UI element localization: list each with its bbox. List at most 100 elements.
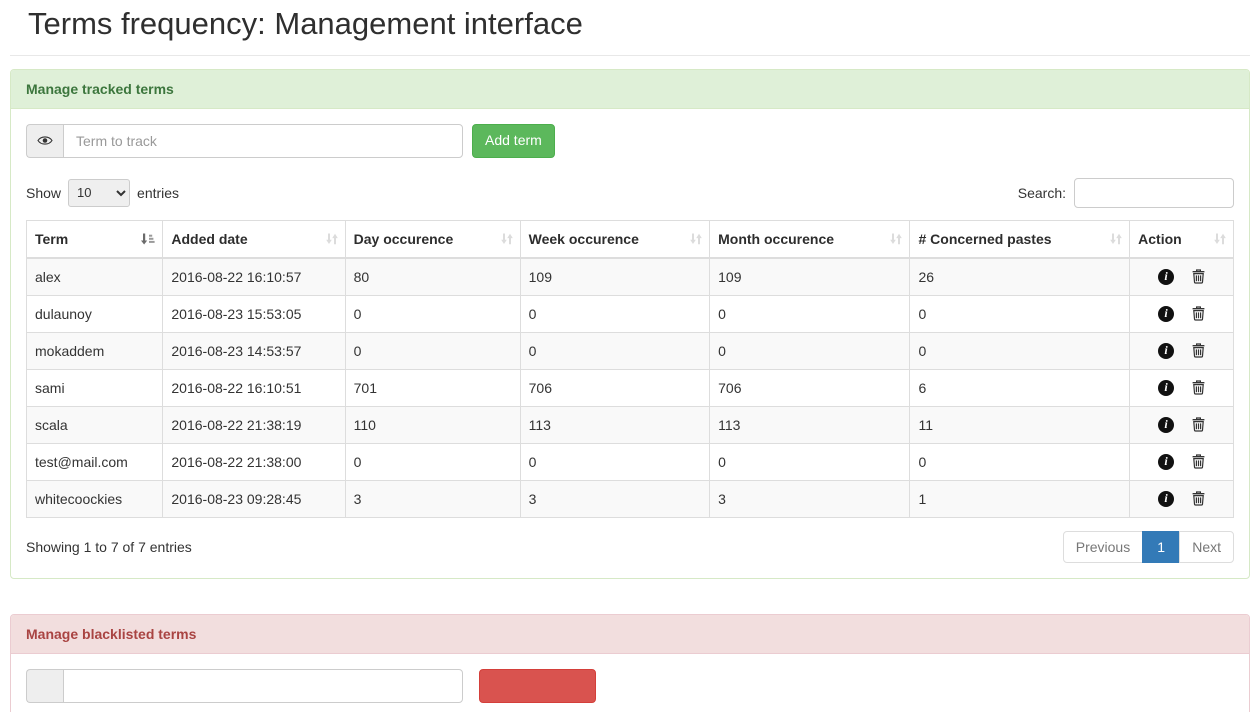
term-cell: alex xyxy=(25,257,164,296)
week-occurence-cell: 706 xyxy=(519,368,711,407)
action-cell xyxy=(1138,453,1225,470)
add-term-button[interactable]: Add term xyxy=(472,123,555,158)
month-occurence-cell: 3 xyxy=(709,479,911,518)
added-date-cell: 2016-08-22 21:38:00 xyxy=(162,442,346,481)
term-to-track-input[interactable] xyxy=(63,123,463,158)
search-label: Search: xyxy=(1017,184,1066,201)
action-cell xyxy=(1138,342,1225,359)
column-header-day-occurence[interactable]: Day occurence xyxy=(344,219,521,259)
column-header-added-date[interactable]: Added date xyxy=(162,219,346,259)
table-row: test@mail.com 2016-08-22 21:38:00 0 0 0 … xyxy=(25,442,1234,481)
concerned-pastes-cell: 1 xyxy=(909,479,1131,518)
table-search-input[interactable] xyxy=(1074,177,1234,208)
tracked-terms-panel: Manage tracked terms Add term Sho xyxy=(10,68,1250,579)
added-date-cell: 2016-08-23 14:53:57 xyxy=(162,331,346,370)
tracked-terms-table: Term Added date xyxy=(25,219,1234,518)
added-date-cell: 2016-08-23 15:53:05 xyxy=(162,294,346,333)
page-length-control: Show 10 entries xyxy=(26,178,179,207)
added-date-cell: 2016-08-23 09:28:45 xyxy=(162,479,346,518)
page-title: Terms frequency: Management interface xyxy=(28,6,583,41)
trash-icon[interactable] xyxy=(1192,454,1205,469)
add-term-row: Add term xyxy=(26,123,1234,158)
month-occurence-cell: 113 xyxy=(709,405,911,444)
week-occurence-cell: 0 xyxy=(519,331,711,370)
month-occurence-cell: 0 xyxy=(709,331,911,370)
action-cell xyxy=(1138,416,1225,433)
action-cell xyxy=(1138,379,1225,396)
column-header-month-occurence[interactable]: Month occurence xyxy=(709,219,911,259)
tracked-terms-panel-body: Add term Show 10 entries Search: xyxy=(11,108,1249,578)
concerned-pastes-cell: 6 xyxy=(909,368,1131,407)
term-cell: scala xyxy=(25,405,164,444)
column-header-term[interactable]: Term xyxy=(25,219,164,259)
day-occurence-cell: 110 xyxy=(344,405,521,444)
info-icon[interactable] xyxy=(1158,342,1175,359)
sort-both-icon xyxy=(325,232,338,245)
trash-icon[interactable] xyxy=(1192,343,1205,358)
action-cell xyxy=(1138,490,1225,507)
blacklisted-terms-panel-title: Manage blacklisted terms xyxy=(26,625,197,642)
table-footer-row: Showing 1 to 7 of 7 entries Previous 1 N… xyxy=(26,530,1234,563)
show-label: Show xyxy=(26,184,62,201)
search-control: Search: xyxy=(1017,177,1234,208)
concerned-pastes-cell: 26 xyxy=(909,257,1131,296)
term-cell: mokaddem xyxy=(25,331,164,370)
blacklist-icon-addon xyxy=(26,668,63,703)
concerned-pastes-cell: 0 xyxy=(909,331,1131,370)
trash-icon[interactable] xyxy=(1192,306,1205,321)
concerned-pastes-cell: 11 xyxy=(909,405,1131,444)
month-occurence-cell: 0 xyxy=(709,294,911,333)
info-icon[interactable] xyxy=(1158,453,1175,470)
concerned-pastes-cell: 0 xyxy=(909,294,1131,333)
tracked-terms-panel-heading: Manage tracked terms xyxy=(11,69,1249,109)
table-row: mokaddem 2016-08-23 14:53:57 0 0 0 0 xyxy=(25,331,1234,370)
day-occurence-cell: 0 xyxy=(344,294,521,333)
table-row: alex 2016-08-22 16:10:57 80 109 109 26 xyxy=(25,257,1234,296)
added-date-cell: 2016-08-22 16:10:51 xyxy=(162,368,346,407)
day-occurence-cell: 80 xyxy=(344,257,521,296)
sort-both-icon xyxy=(500,232,513,245)
action-cell xyxy=(1138,268,1225,285)
term-cell: dulaunoy xyxy=(25,294,164,333)
month-occurence-cell: 706 xyxy=(709,368,911,407)
blacklist-add-button[interactable] xyxy=(479,668,596,703)
added-date-cell: 2016-08-22 16:10:57 xyxy=(162,257,346,296)
month-occurence-cell: 0 xyxy=(709,442,911,481)
column-header-week-occurence[interactable]: Week occurence xyxy=(519,219,711,259)
sort-both-icon xyxy=(1110,232,1122,245)
term-input-group xyxy=(26,123,463,158)
week-occurence-cell: 0 xyxy=(519,294,711,333)
table-row: whitecoockies 2016-08-23 09:28:45 3 3 3 … xyxy=(25,479,1234,518)
trash-icon[interactable] xyxy=(1192,380,1205,395)
column-header-action[interactable]: Action xyxy=(1129,219,1234,259)
term-cell: test@mail.com xyxy=(25,442,164,481)
blacklist-term-input[interactable] xyxy=(63,668,463,703)
table-row: scala 2016-08-22 21:38:19 110 113 113 11 xyxy=(25,405,1234,444)
info-icon[interactable] xyxy=(1158,416,1175,433)
eye-icon xyxy=(37,136,53,145)
info-icon[interactable] xyxy=(1158,268,1175,285)
sort-both-icon xyxy=(690,232,702,245)
term-cell: sami xyxy=(25,368,164,407)
month-occurence-cell: 109 xyxy=(709,257,911,296)
column-header-concerned-pastes[interactable]: # Concerned pastes xyxy=(909,219,1131,259)
action-cell xyxy=(1138,305,1225,322)
entries-select[interactable]: 10 xyxy=(68,178,131,207)
week-occurence-cell: 0 xyxy=(519,442,711,481)
info-icon[interactable] xyxy=(1158,305,1175,322)
trash-icon[interactable] xyxy=(1192,417,1205,432)
week-occurence-cell: 113 xyxy=(519,405,711,444)
trash-icon[interactable] xyxy=(1192,491,1205,506)
sort-both-icon xyxy=(890,232,903,245)
info-icon[interactable] xyxy=(1158,379,1175,396)
pagination-page-1-button[interactable]: 1 xyxy=(1142,530,1181,563)
added-date-cell: 2016-08-22 21:38:19 xyxy=(162,405,346,444)
trash-icon[interactable] xyxy=(1192,269,1205,284)
pagination: Previous 1 Next xyxy=(1062,530,1234,563)
day-occurence-cell: 3 xyxy=(344,479,521,518)
table-controls-row: Show 10 entries Search: xyxy=(26,177,1234,208)
pagination-previous-button[interactable]: Previous xyxy=(1062,530,1144,563)
pagination-next-button[interactable]: Next xyxy=(1179,530,1234,563)
blacklist-input-group xyxy=(26,668,463,703)
info-icon[interactable] xyxy=(1158,490,1175,507)
